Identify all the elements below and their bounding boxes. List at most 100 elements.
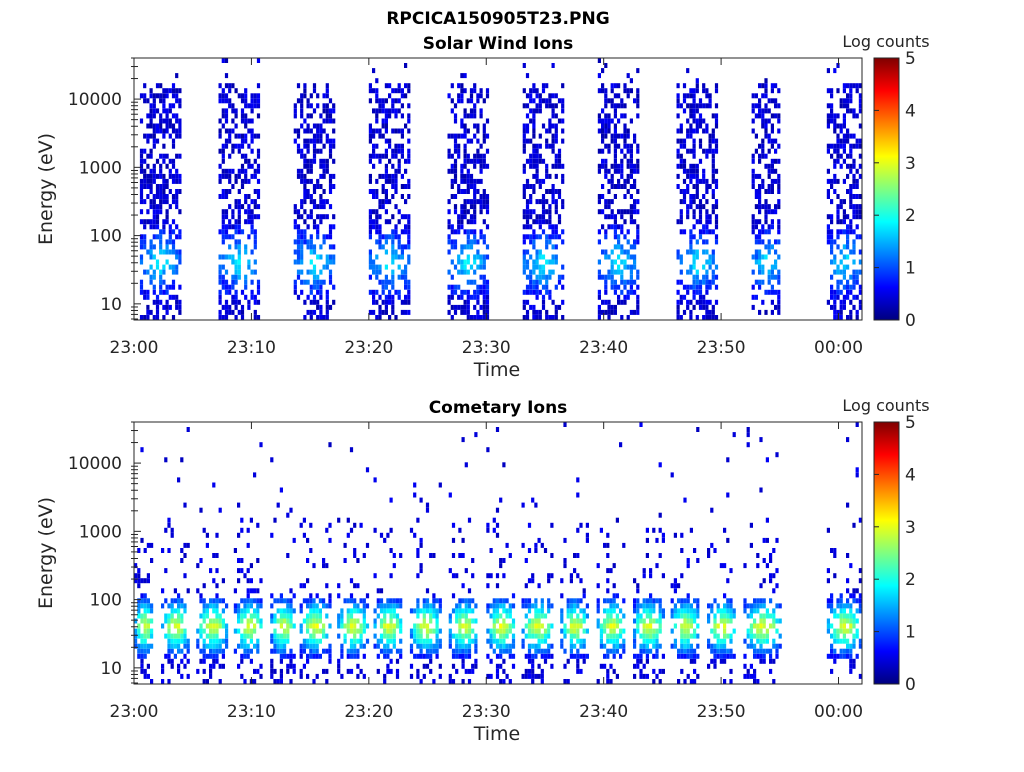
heatmap-cell [300, 669, 303, 674]
heatmap-cell [300, 124, 303, 129]
heatmap-cell [162, 103, 165, 108]
heatmap-cell [768, 224, 771, 229]
heatmap-cell [723, 679, 726, 684]
heatmap-cell [464, 129, 467, 134]
heatmap-cell [171, 533, 174, 538]
heatmap-cell [763, 598, 766, 603]
heatmap-cell [353, 624, 356, 629]
heatmap-cell [476, 139, 479, 144]
heatmap-cell [369, 219, 372, 224]
heatmap-cell [611, 88, 614, 93]
heatmap-cell [307, 124, 310, 129]
heatmap-cell [548, 219, 551, 224]
heatmap-cell [175, 169, 178, 174]
heatmap-cell [532, 149, 535, 154]
heatmap-cell [174, 608, 177, 613]
heatmap-cell [166, 310, 169, 315]
heatmap-cell [375, 179, 378, 184]
heatmap-cell [659, 614, 662, 619]
heatmap-cell [476, 239, 479, 244]
heatmap-cell [693, 103, 696, 108]
heatmap-cell [319, 204, 322, 209]
heatmap-cell [322, 634, 325, 639]
heatmap-cell [840, 619, 843, 624]
heatmap-cell [243, 608, 246, 613]
heatmap-cell [300, 113, 303, 118]
heatmap-cell [677, 139, 680, 144]
heatmap-cell [620, 280, 623, 285]
heatmap-cell [404, 83, 407, 88]
heatmap-cell [390, 548, 393, 553]
heatmap-cell [175, 88, 178, 93]
heatmap-cell [775, 603, 778, 608]
heatmap-cell [380, 624, 383, 629]
heatmap-cell [153, 209, 156, 214]
heatmap-cell [836, 63, 839, 68]
heatmap-cell [614, 290, 617, 295]
heatmap-cell [476, 295, 479, 300]
heatmap-cell [378, 98, 381, 103]
heatmap-cell [254, 204, 257, 209]
heatmap-cell [297, 224, 300, 229]
heatmap-cell [677, 113, 680, 118]
heatmap-cell [332, 144, 335, 149]
heatmap-cell [614, 159, 617, 164]
heatmap-cell [758, 219, 761, 224]
heatmap-cell [383, 538, 386, 543]
heatmap-cell [687, 629, 690, 634]
heatmap-cell [326, 83, 329, 88]
heatmap-cell [169, 124, 172, 129]
heatmap-cell [764, 129, 767, 134]
heatmap-cell [270, 659, 273, 664]
heatmap-cell [774, 98, 777, 103]
heatmap-cell [309, 654, 312, 659]
heatmap-cell [712, 174, 715, 179]
heatmap-cell [622, 639, 625, 644]
heatmap-cell [616, 674, 619, 679]
heatmap-cell [369, 214, 372, 219]
heatmap-cell [231, 108, 234, 113]
heatmap-cell [633, 255, 636, 260]
heatmap-cell [753, 619, 756, 624]
heatmap-cell [410, 644, 413, 649]
heatmap-cell [523, 144, 526, 149]
heatmap-cell [457, 224, 460, 229]
heatmap-cell [558, 119, 561, 124]
heatmap-cell [306, 629, 309, 634]
heatmap-cell [761, 229, 764, 234]
heatmap-cell [545, 315, 548, 320]
heatmap-cell [286, 624, 289, 629]
heatmap-cell [340, 624, 343, 629]
heatmap-cell [231, 149, 234, 154]
heatmap-cell [630, 209, 633, 214]
heatmap-cell [764, 154, 767, 159]
heatmap-cell [251, 139, 254, 144]
heatmap-cell [294, 219, 297, 224]
heatmap-cell [696, 275, 699, 280]
heatmap-cell [561, 164, 564, 169]
heatmap-cell [483, 159, 486, 164]
heatmap-cell [715, 285, 718, 290]
heatmap-cell [465, 624, 468, 629]
heatmap-cell [451, 169, 454, 174]
heatmap-cell [843, 285, 846, 290]
heatmap-cell [388, 159, 391, 164]
heatmap-cell [219, 119, 222, 124]
heatmap-cell [761, 93, 764, 98]
heatmap-cell [473, 189, 476, 194]
heatmap-cell [712, 129, 715, 134]
heatmap-cell [777, 204, 780, 209]
heatmap-cell [470, 239, 473, 244]
heatmap-cell [273, 634, 276, 639]
heatmap-cell [222, 154, 225, 159]
heatmap-cell [528, 649, 531, 654]
heatmap-cell [677, 219, 680, 224]
heatmap-cell [743, 654, 746, 659]
heatmap-cell [696, 250, 699, 255]
heatmap-cell [169, 305, 172, 310]
heatmap-cell [623, 285, 626, 290]
heatmap-cell [356, 664, 359, 669]
heatmap-cell [254, 199, 257, 204]
heatmap-cell [219, 255, 222, 260]
heatmap-cell [180, 649, 183, 654]
